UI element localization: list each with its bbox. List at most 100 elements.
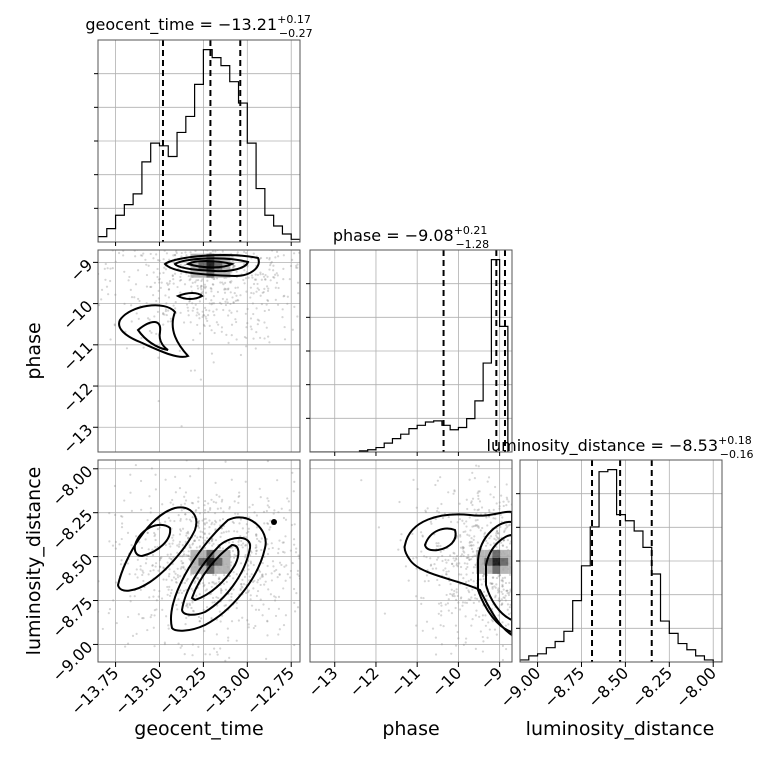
sample-point — [433, 563, 436, 566]
sample-point — [200, 292, 203, 295]
sample-point — [151, 564, 154, 567]
sample-point — [533, 551, 535, 553]
sample-point — [253, 246, 255, 248]
sample-point — [291, 471, 294, 474]
sample-point — [500, 603, 503, 606]
sample-point — [435, 509, 439, 513]
sample-point — [220, 527, 224, 530]
sample-point — [548, 557, 550, 559]
sample-point — [470, 537, 473, 540]
sample-point — [548, 582, 550, 584]
sample-point — [137, 613, 140, 616]
sample-point — [249, 325, 252, 328]
sample-point — [138, 541, 141, 544]
sample-point — [459, 555, 463, 558]
sample-point — [305, 529, 307, 531]
density-cell — [222, 269, 231, 278]
sample-point — [526, 583, 528, 585]
sample-point — [527, 525, 529, 527]
sample-point — [196, 245, 198, 247]
sample-point — [245, 218, 247, 220]
sample-point — [505, 483, 508, 486]
sample-point — [200, 617, 203, 620]
sample-point — [521, 575, 523, 577]
sample-point — [531, 532, 533, 534]
sample-point — [184, 513, 187, 516]
sample-point — [237, 543, 240, 546]
sample-point — [158, 259, 161, 262]
sample-point — [182, 224, 184, 226]
sample-point — [186, 530, 190, 533]
sample-point — [508, 542, 512, 545]
sample-point — [142, 346, 145, 349]
sample-point — [222, 531, 225, 534]
sample-point — [186, 233, 188, 235]
sample-point — [552, 567, 554, 569]
sample-point — [180, 559, 183, 563]
sample-point — [220, 330, 223, 333]
sample-point — [524, 545, 526, 547]
sample-point — [199, 536, 202, 539]
sample-point — [204, 653, 207, 656]
sample-point — [479, 630, 482, 633]
sample-point — [486, 480, 489, 483]
sample-point — [203, 629, 206, 633]
sample-point — [141, 219, 143, 221]
sample-point — [531, 538, 533, 540]
sample-point — [431, 627, 435, 630]
sample-point — [497, 536, 500, 540]
histogram-step-geocent_time — [98, 49, 300, 242]
sample-point — [177, 514, 180, 517]
sample-point — [252, 337, 255, 340]
sample-point — [224, 659, 227, 662]
sample-point — [527, 542, 529, 544]
sample-point — [312, 195, 314, 197]
sample-point — [237, 501, 240, 504]
sample-point — [141, 569, 144, 572]
sample-point — [318, 584, 320, 586]
sample-point — [103, 267, 106, 270]
sample-point — [174, 577, 177, 581]
sample-point — [477, 465, 480, 468]
density-cell — [508, 565, 512, 574]
sample-point — [491, 587, 494, 590]
sample-point — [146, 628, 149, 632]
sample-point — [169, 195, 171, 197]
sample-point — [522, 550, 524, 552]
sample-point — [280, 563, 283, 567]
sample-point — [219, 535, 222, 538]
sample-point — [513, 582, 515, 584]
sample-point — [577, 586, 579, 588]
sample-point — [193, 534, 197, 537]
sample-point — [175, 251, 178, 255]
sample-point — [456, 554, 459, 558]
sample-point — [555, 512, 557, 514]
sample-point — [496, 536, 499, 539]
sample-point — [513, 613, 515, 615]
sample-point — [246, 591, 250, 594]
x-tick-label: −9 — [476, 663, 506, 693]
sample-point — [220, 237, 222, 239]
sample-point — [444, 603, 447, 606]
sample-point — [167, 288, 171, 291]
sample-point — [462, 546, 465, 549]
sample-point — [211, 302, 214, 305]
sample-point — [472, 544, 475, 547]
sample-point — [152, 294, 155, 297]
sample-point — [145, 285, 149, 288]
sample-point — [173, 253, 177, 257]
sample-point — [243, 250, 246, 253]
sample-point — [127, 279, 130, 282]
sample-point — [446, 602, 450, 605]
sample-point — [455, 588, 458, 591]
sample-point — [292, 252, 296, 255]
sample-point — [467, 556, 470, 559]
sample-point — [546, 571, 548, 573]
sample-point — [179, 529, 182, 532]
sample-point — [100, 298, 103, 301]
sample-point — [153, 226, 155, 228]
sample-point — [104, 278, 107, 281]
sample-point — [219, 281, 222, 284]
sample-point — [488, 510, 491, 514]
sample-point — [244, 543, 248, 547]
